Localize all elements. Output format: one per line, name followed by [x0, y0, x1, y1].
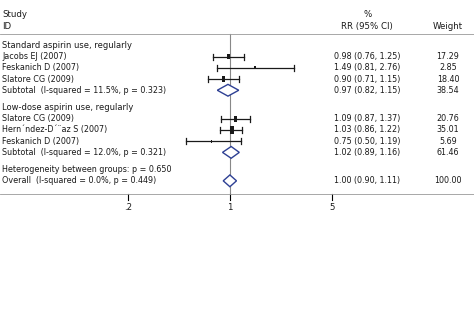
Text: 1.09 (0.87, 1.37): 1.09 (0.87, 1.37) [334, 114, 401, 123]
Text: Heterogeneity between groups: p = 0.650: Heterogeneity between groups: p = 0.650 [2, 165, 172, 174]
Text: 17.29: 17.29 [437, 52, 459, 61]
Text: 35.01: 35.01 [437, 125, 459, 134]
Text: 1.03 (0.86, 1.22): 1.03 (0.86, 1.22) [334, 125, 401, 134]
Text: Low-dose aspirin use, regularly: Low-dose aspirin use, regularly [2, 103, 134, 112]
Text: 0.98 (0.76, 1.25): 0.98 (0.76, 1.25) [334, 52, 401, 61]
Text: 1.00 (0.90, 1.11): 1.00 (0.90, 1.11) [334, 176, 401, 185]
Text: 38.54: 38.54 [437, 86, 459, 95]
Text: Jacobs EJ (2007): Jacobs EJ (2007) [2, 52, 67, 61]
Text: Overall  (I-squared = 0.0%, p = 0.449): Overall (I-squared = 0.0%, p = 0.449) [2, 176, 156, 185]
Text: Subtotal  (I-squared = 12.0%, p = 0.321): Subtotal (I-squared = 12.0%, p = 0.321) [2, 148, 166, 157]
Text: 0.90 (0.71, 1.15): 0.90 (0.71, 1.15) [334, 75, 401, 84]
Text: Feskanich D (2007): Feskanich D (2007) [2, 63, 80, 72]
Text: 0.75 (0.50, 1.19): 0.75 (0.50, 1.19) [334, 137, 401, 146]
Text: 2.85: 2.85 [439, 63, 457, 72]
Text: ID: ID [2, 22, 11, 31]
Text: .2: .2 [124, 203, 132, 212]
Text: 100.00: 100.00 [434, 176, 462, 185]
Text: Weight: Weight [433, 22, 463, 31]
Text: Subtotal  (I-squared = 11.5%, p = 0.323): Subtotal (I-squared = 11.5%, p = 0.323) [2, 86, 166, 95]
Text: Feskanich D (2007): Feskanich D (2007) [2, 137, 80, 146]
Text: RR (95% CI): RR (95% CI) [341, 22, 393, 31]
Text: 1.02 (0.89, 1.16): 1.02 (0.89, 1.16) [334, 148, 401, 157]
Text: 5.69: 5.69 [439, 137, 457, 146]
Text: 1: 1 [227, 203, 233, 212]
Text: Slatore CG (2009): Slatore CG (2009) [2, 75, 74, 84]
Text: Slatore CG (2009): Slatore CG (2009) [2, 114, 74, 123]
Text: 18.40: 18.40 [437, 75, 459, 84]
Text: Hern´ndez-D´¨az S (2007): Hern´ndez-D´¨az S (2007) [2, 125, 108, 134]
Text: 0.97 (0.82, 1.15): 0.97 (0.82, 1.15) [334, 86, 401, 95]
Text: Study: Study [2, 10, 27, 19]
Text: 5: 5 [329, 203, 335, 212]
Text: 20.76: 20.76 [437, 114, 459, 123]
Text: %: % [363, 10, 372, 19]
Text: 61.46: 61.46 [437, 148, 459, 157]
Text: Standard aspirin use, regularly: Standard aspirin use, regularly [2, 41, 132, 50]
Text: 1.49 (0.81, 2.76): 1.49 (0.81, 2.76) [334, 63, 401, 72]
